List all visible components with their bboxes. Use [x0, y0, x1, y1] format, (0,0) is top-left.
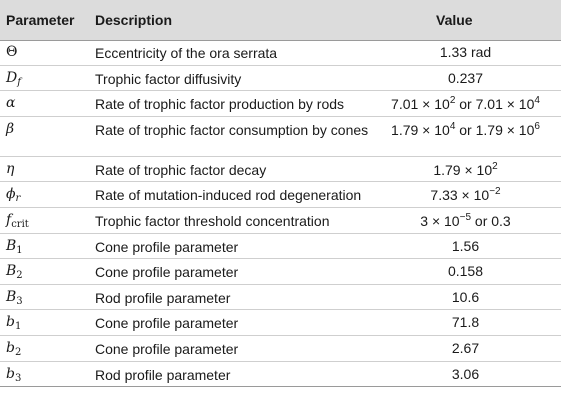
- table-row: B2 Cone profile parameter 0.158: [0, 259, 561, 285]
- table-row: B1 Cone profile parameter 1.56: [0, 234, 561, 260]
- parameter-value: 7.33 × 10−2: [430, 186, 501, 204]
- parameter-value: 0.158: [447, 263, 484, 280]
- parameter-symbol: fcrit: [6, 211, 29, 230]
- table-row: fcrit Trophic factor threshold concentra…: [0, 208, 561, 234]
- parameter-symbol: α: [6, 95, 16, 112]
- parameter-description: Rate of trophic factor consumption by co…: [95, 121, 369, 138]
- table-row: ϕr Rate of mutation-induced rod degenera…: [0, 182, 561, 208]
- parameter-value: 1.56: [451, 237, 480, 254]
- parameter-symbol: β: [6, 120, 15, 137]
- parameter-value: 3 × 10−5 or 0.3: [420, 211, 511, 229]
- table-row: Θ Eccentricity of the ora serrata 1.33 r…: [0, 40, 561, 66]
- parameter-symbol: b1: [6, 314, 22, 333]
- parameter-symbol: b2: [6, 339, 22, 358]
- parameter-description: Cone profile parameter: [95, 264, 239, 281]
- parameter-symbol: ϕr: [6, 186, 21, 205]
- table-row: β Rate of trophic factor consumption by …: [0, 117, 561, 157]
- parameter-description: Cone profile parameter: [95, 315, 239, 332]
- parameter-description: Rod profile parameter: [95, 366, 231, 383]
- parameter-description: Cone profile parameter: [95, 238, 239, 255]
- parameter-symbol: B1: [6, 237, 23, 256]
- table-row: b2 Cone profile parameter 2.67: [0, 336, 561, 362]
- parameter-value: 0.237: [447, 69, 484, 86]
- table-row: b3 Rod profile parameter 3.06: [0, 362, 561, 388]
- parameter-symbol: Df: [6, 69, 21, 88]
- table-row: α Rate of trophic factor production by r…: [0, 91, 561, 117]
- parameter-value: 2.67: [451, 339, 480, 356]
- parameter-value: 1.33 rad: [439, 44, 492, 60]
- parameter-symbol: η: [6, 160, 15, 177]
- header-value: Value: [436, 12, 473, 28]
- table-body: Θ Eccentricity of the ora serrata 1.33 r…: [0, 40, 561, 388]
- parameter-value: 10.6: [451, 288, 480, 305]
- parameter-value: 1.79 × 102: [433, 160, 498, 178]
- parameter-symbol: B2: [6, 263, 23, 282]
- header-description: Description: [95, 12, 173, 28]
- table-row: B3 Rod profile parameter 10.6: [0, 285, 561, 311]
- table-row: η Rate of trophic factor decay 1.79 × 10…: [0, 157, 561, 183]
- parameter-symbol: b3: [6, 365, 22, 384]
- parameter-symbol: Θ: [6, 44, 18, 60]
- parameter-value: 1.79 × 104 or 1.79 × 106: [391, 120, 540, 138]
- parameter-description: Rate of mutation-induced rod degeneratio…: [95, 187, 362, 204]
- parameter-description: Trophic factor diffusivity: [95, 70, 242, 87]
- table-header: Parameter Description Value: [0, 0, 561, 41]
- parameter-description: Rate of trophic factor production by rod…: [95, 96, 345, 113]
- parameter-description: Trophic factor threshold concentration: [95, 212, 330, 229]
- table-row: b1 Cone profile parameter 71.8: [0, 310, 561, 336]
- table-row: Df Trophic factor diffusivity 0.237: [0, 66, 561, 92]
- parameter-value: 7.01 × 102 or 7.01 × 104: [391, 95, 540, 113]
- header-parameter: Parameter: [6, 12, 75, 28]
- parameter-description: Cone profile parameter: [95, 340, 239, 357]
- parameter-symbol: B3: [6, 288, 23, 307]
- parameter-description: Rod profile parameter: [95, 289, 231, 306]
- parameter-description: Rate of trophic factor decay: [95, 161, 267, 178]
- parameter-description: Eccentricity of the ora serrata: [95, 45, 278, 61]
- parameter-value: 3.06: [451, 365, 480, 382]
- parameter-value: 71.8: [451, 314, 480, 331]
